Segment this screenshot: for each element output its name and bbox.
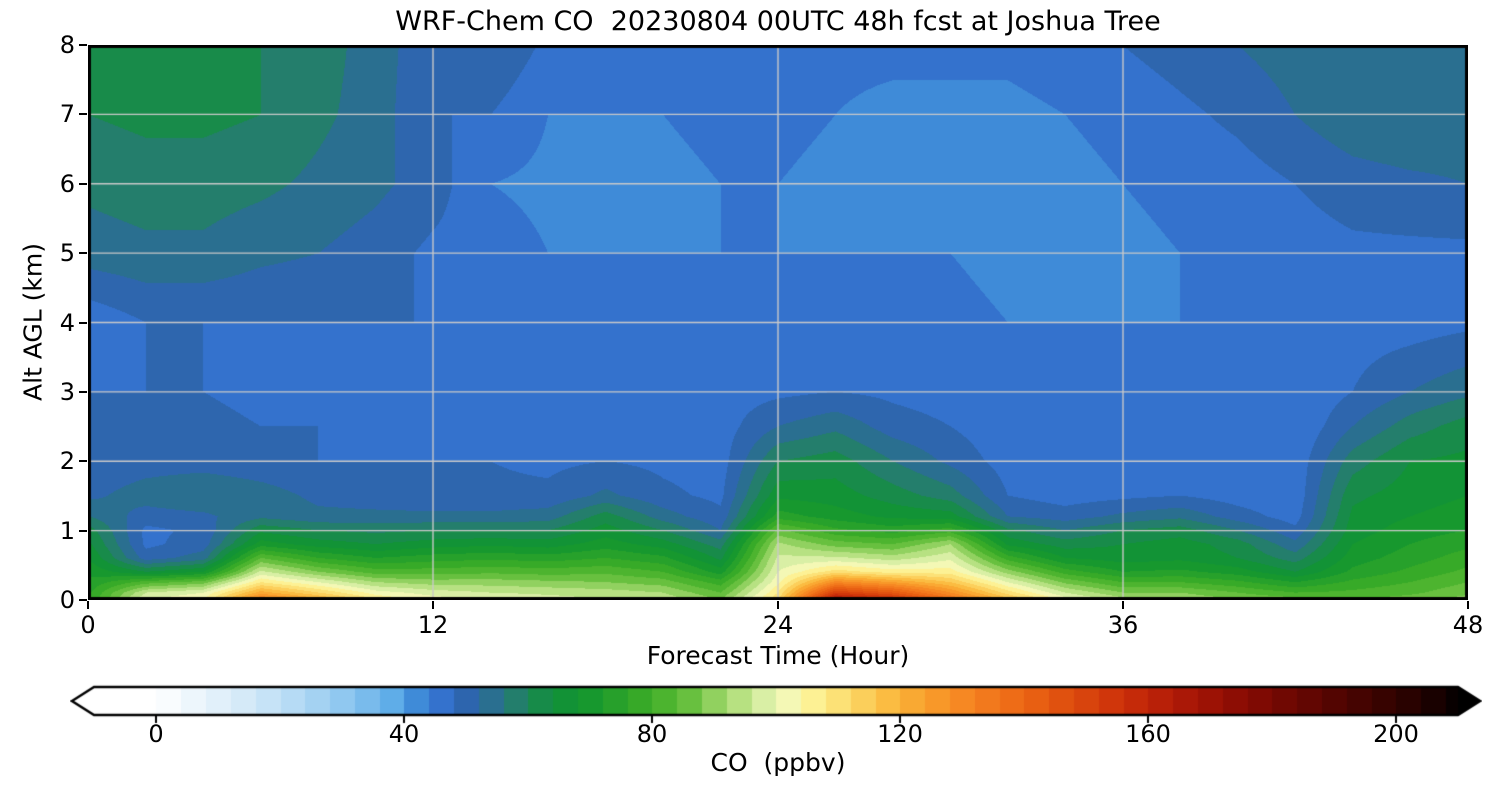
x-tick-mark <box>432 601 434 609</box>
colorbar-canvas <box>70 684 1482 726</box>
y-tick-mark <box>79 599 87 601</box>
y-tick-label: 7 <box>59 100 75 129</box>
y-tick-mark <box>79 113 87 116</box>
colorbar-tick-label: 0 <box>148 720 164 748</box>
colorbar-tick-label: 120 <box>877 720 923 748</box>
contour-plot-canvas <box>88 45 1468 600</box>
y-tick-label: 4 <box>59 308 75 337</box>
colorbar-tick-label: 80 <box>636 720 668 748</box>
y-tick-label: 0 <box>59 586 75 614</box>
x-tick-label: 48 <box>1452 611 1484 639</box>
y-tick-mark <box>79 321 87 324</box>
x-tick-label: 0 <box>80 611 96 639</box>
x-tick-mark <box>777 601 779 609</box>
y-tick-mark <box>79 390 87 393</box>
colorbar-label: CO (ppbv) <box>710 748 846 777</box>
y-tick-label: 8 <box>59 31 75 59</box>
y-tick-mark <box>79 252 87 255</box>
y-tick-mark <box>79 529 87 532</box>
y-tick-mark <box>79 44 87 46</box>
y-tick-label: 1 <box>59 516 75 545</box>
x-tick-label: 24 <box>762 611 794 639</box>
y-tick-label: 6 <box>59 169 75 198</box>
y-tick-label: 3 <box>59 377 75 406</box>
x-axis-label: Forecast Time (Hour) <box>646 641 910 670</box>
colorbar-tick-label: 160 <box>1125 720 1171 748</box>
colorbar-tick-label: 200 <box>1373 720 1419 748</box>
y-tick-label: 5 <box>59 239 75 268</box>
x-tick-label: 36 <box>1107 611 1139 639</box>
x-tick-mark <box>1122 601 1124 609</box>
y-tick-mark <box>79 182 87 185</box>
colorbar-tick-label: 40 <box>388 720 420 748</box>
x-tick-mark <box>87 601 89 609</box>
y-tick-mark <box>79 460 87 463</box>
x-tick-mark <box>1467 601 1469 609</box>
chart-title: WRF-Chem CO 20230804 00UTC 48h fcst at J… <box>395 6 1161 37</box>
y-tick-label: 2 <box>59 447 75 476</box>
x-tick-label: 12 <box>417 611 449 639</box>
